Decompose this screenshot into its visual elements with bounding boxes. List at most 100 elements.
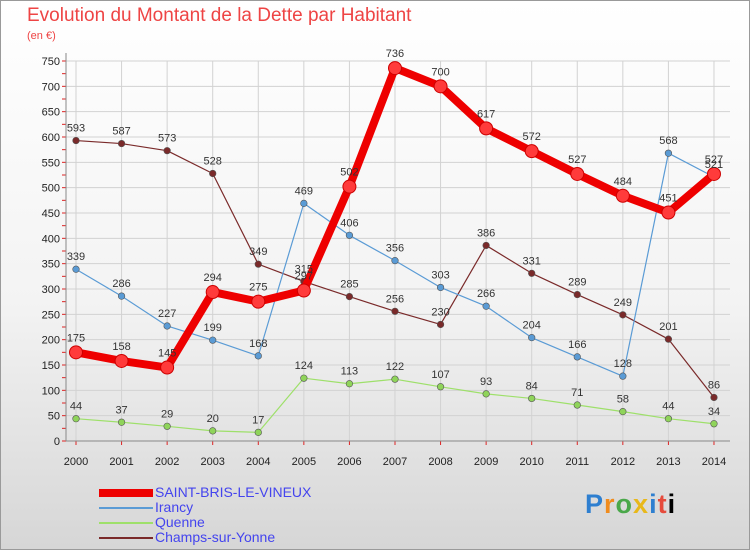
data-point	[300, 374, 308, 382]
data-point	[69, 345, 83, 360]
data-point	[710, 420, 718, 428]
data-label: 339	[67, 251, 85, 263]
data-label: 204	[523, 320, 541, 332]
y-tick-label: 400	[42, 233, 60, 245]
data-label: 93	[480, 376, 492, 388]
data-point	[160, 360, 175, 375]
data-label: 58	[617, 394, 629, 406]
y-tick-label: 200	[42, 335, 60, 347]
data-point	[163, 322, 171, 330]
data-label: 199	[204, 322, 222, 334]
data-label: 113	[341, 366, 359, 378]
data-point	[205, 285, 220, 300]
y-tick-label: 550	[42, 157, 60, 169]
data-point	[209, 336, 217, 344]
data-label: 107	[431, 369, 449, 381]
data-label: 521	[705, 159, 723, 171]
data-point	[296, 283, 311, 298]
data-label: 502	[340, 167, 358, 179]
data-label: 297	[295, 271, 313, 283]
y-tick-label: 250	[42, 309, 60, 321]
y-tick-label: 600	[42, 132, 60, 144]
x-tick-label: 2000	[64, 456, 88, 468]
y-tick-label: 650	[42, 107, 60, 119]
data-point	[387, 61, 402, 76]
data-point	[528, 334, 536, 342]
data-point	[615, 188, 630, 203]
data-point	[114, 353, 129, 368]
data-label: 168	[249, 338, 267, 350]
data-label: 34	[708, 406, 720, 418]
data-point	[706, 166, 721, 181]
data-point	[300, 199, 308, 207]
x-tick-label: 2004	[246, 456, 270, 468]
x-tick-label: 2012	[611, 456, 635, 468]
data-label: 124	[295, 360, 313, 372]
data-point	[72, 136, 80, 145]
data-label: 145	[158, 348, 176, 360]
x-tick-label: 2001	[109, 456, 133, 468]
data-point	[664, 149, 673, 157]
data-label: 256	[386, 293, 404, 305]
x-tick-label: 2013	[656, 456, 680, 468]
data-label: 17	[252, 414, 264, 426]
data-point	[573, 290, 581, 299]
data-point	[433, 79, 448, 94]
x-tick-label: 2003	[200, 456, 224, 468]
data-label: 700	[431, 66, 449, 78]
y-tick-label: 150	[42, 360, 60, 372]
data-label: 249	[614, 297, 632, 309]
y-tick-label: 450	[42, 208, 60, 220]
data-point	[163, 422, 171, 430]
data-label: 617	[477, 108, 495, 120]
data-label: 37	[115, 404, 127, 416]
data-label: 303	[431, 269, 449, 281]
data-point	[661, 205, 676, 220]
data-point	[117, 418, 126, 426]
data-point	[391, 375, 399, 383]
data-label: 44	[70, 401, 82, 413]
y-tick-label: 50	[48, 411, 60, 423]
data-label: 593	[67, 123, 85, 135]
data-point	[482, 302, 490, 310]
data-point	[436, 383, 445, 391]
data-label: 568	[659, 135, 677, 147]
data-point	[254, 260, 262, 268]
data-point	[209, 169, 217, 178]
legend-swatch	[99, 537, 153, 539]
legend-label: Quenne	[155, 514, 205, 530]
legend-item-saint-bris: SAINT-BRIS-LE-VINEUX	[99, 485, 359, 500]
data-label: 315	[295, 263, 313, 275]
data-point	[345, 231, 354, 239]
x-tick-label: 2009	[474, 456, 498, 468]
data-label: 331	[523, 255, 541, 267]
data-point	[254, 428, 262, 436]
data-point	[345, 293, 354, 301]
data-label: 349	[249, 246, 267, 258]
data-label: 573	[158, 133, 176, 145]
y-tick-label: 750	[42, 56, 60, 68]
x-tick-label: 2011	[565, 456, 589, 468]
legend-swatch	[99, 507, 153, 509]
data-label: 736	[386, 48, 404, 60]
data-label: 71	[571, 387, 583, 399]
data-label: 285	[340, 279, 358, 291]
data-point	[209, 427, 217, 435]
data-point	[482, 390, 490, 398]
x-tick-label: 2010	[519, 456, 543, 468]
legend-label: Champs-sur-Yonne	[155, 529, 276, 545]
data-label: 406	[340, 217, 358, 229]
data-label: 587	[112, 126, 130, 138]
data-label: 230	[431, 306, 449, 318]
data-point	[342, 179, 357, 194]
data-label: 275	[249, 282, 267, 294]
data-label: 484	[614, 176, 632, 188]
unit-label: (en €)	[27, 30, 56, 42]
proxiti-logo: Proxiti	[585, 489, 677, 519]
legend-item-champs-sur-yonne: Champs-sur-Yonne	[99, 530, 359, 545]
data-point	[710, 393, 718, 402]
legend-label: Irancy	[155, 499, 194, 515]
legend-item-irancy: Irancy	[99, 500, 359, 515]
data-label: 84	[526, 380, 538, 392]
